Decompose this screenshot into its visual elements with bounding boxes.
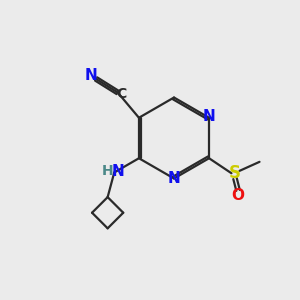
Text: C: C xyxy=(116,87,126,101)
Text: O: O xyxy=(232,188,244,203)
Text: H: H xyxy=(102,164,113,178)
Text: S: S xyxy=(229,164,241,182)
Text: N: N xyxy=(203,109,215,124)
Text: N: N xyxy=(168,171,180,186)
Text: N: N xyxy=(84,68,97,83)
Text: N: N xyxy=(112,164,124,178)
